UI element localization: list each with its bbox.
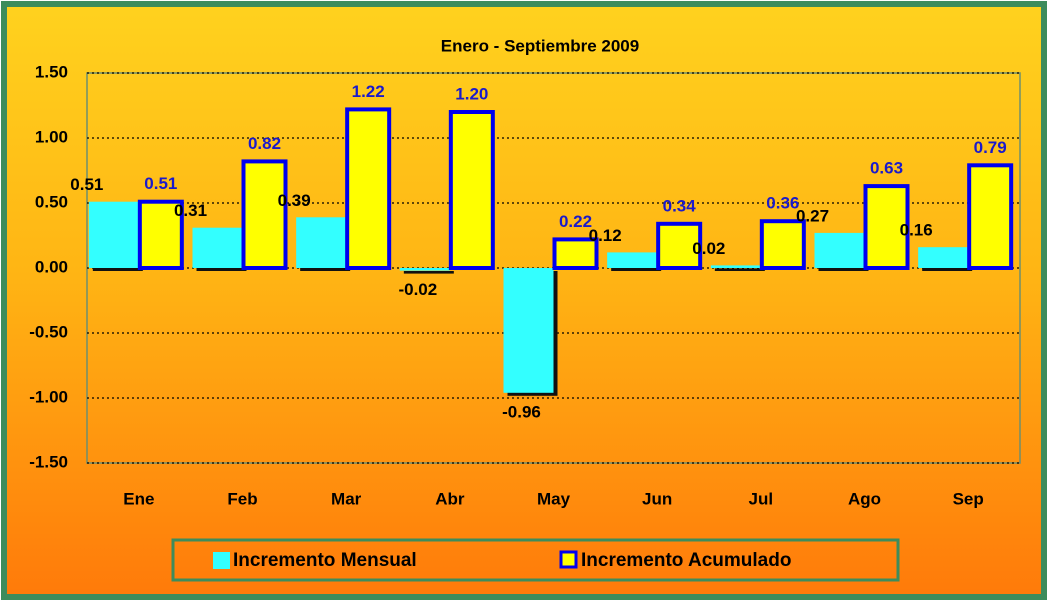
bar (503, 268, 554, 393)
data-label: 0.02 (692, 239, 725, 258)
bar (967, 163, 1014, 270)
data-label: 0.22 (559, 212, 592, 231)
x-tick-label: Jun (642, 489, 672, 508)
data-label: 0.51 (144, 174, 177, 193)
bar (710, 265, 761, 268)
bar (345, 107, 392, 271)
bar (607, 252, 658, 268)
bar (759, 219, 806, 270)
y-tick-label: -1.00 (29, 387, 68, 406)
data-label: 0.31 (174, 201, 207, 220)
bar (918, 247, 969, 268)
x-tick-label: Sep (953, 489, 984, 508)
y-tick-label: 1.50 (35, 62, 68, 81)
y-tick-label: -1.50 (29, 452, 68, 471)
bar (137, 199, 184, 270)
data-label: 0.12 (589, 226, 622, 245)
data-label: -0.02 (398, 280, 437, 299)
y-tick-label: 0.50 (35, 192, 68, 211)
data-label: 0.16 (900, 221, 933, 240)
data-label: 0.27 (796, 206, 829, 225)
x-tick-label: Abr (435, 489, 465, 508)
x-tick-label: Mar (331, 489, 362, 508)
bar (241, 159, 288, 270)
x-tick-label: Ene (123, 489, 154, 508)
x-tick-label: Jul (749, 489, 774, 508)
x-tick-label: May (537, 489, 571, 508)
data-label: 0.63 (870, 159, 903, 178)
chart-title: Enero - Septiembre 2009 (441, 36, 639, 55)
x-tick-label: Ago (848, 489, 881, 508)
data-label: 0.82 (248, 134, 281, 153)
x-tick-label: Feb (227, 489, 257, 508)
data-label: 0.36 (766, 194, 799, 213)
y-tick-label: 1.00 (35, 127, 68, 146)
bar (88, 201, 139, 268)
legend-label: Incremento Acumulado (581, 550, 791, 571)
legend (171, 538, 900, 582)
bar (296, 217, 347, 268)
bar (448, 110, 495, 270)
data-label: 0.39 (278, 191, 311, 210)
legend-swatch (559, 550, 578, 569)
bar (552, 237, 599, 270)
bar (399, 268, 450, 271)
data-label: 1.22 (352, 82, 385, 101)
bar (863, 184, 910, 271)
legend-label: Incremento Mensual (233, 550, 417, 571)
y-tick-label: -0.50 (29, 322, 68, 341)
data-label: 0.51 (70, 175, 103, 194)
data-label: 1.20 (455, 84, 488, 103)
y-tick-label: 0.00 (35, 257, 68, 276)
data-label: 0.34 (663, 196, 697, 215)
bar (656, 221, 703, 271)
bar (814, 232, 865, 268)
legend-swatch (213, 552, 230, 569)
data-label: 0.79 (974, 138, 1007, 157)
data-label: -0.96 (502, 402, 541, 421)
bar (192, 227, 243, 268)
